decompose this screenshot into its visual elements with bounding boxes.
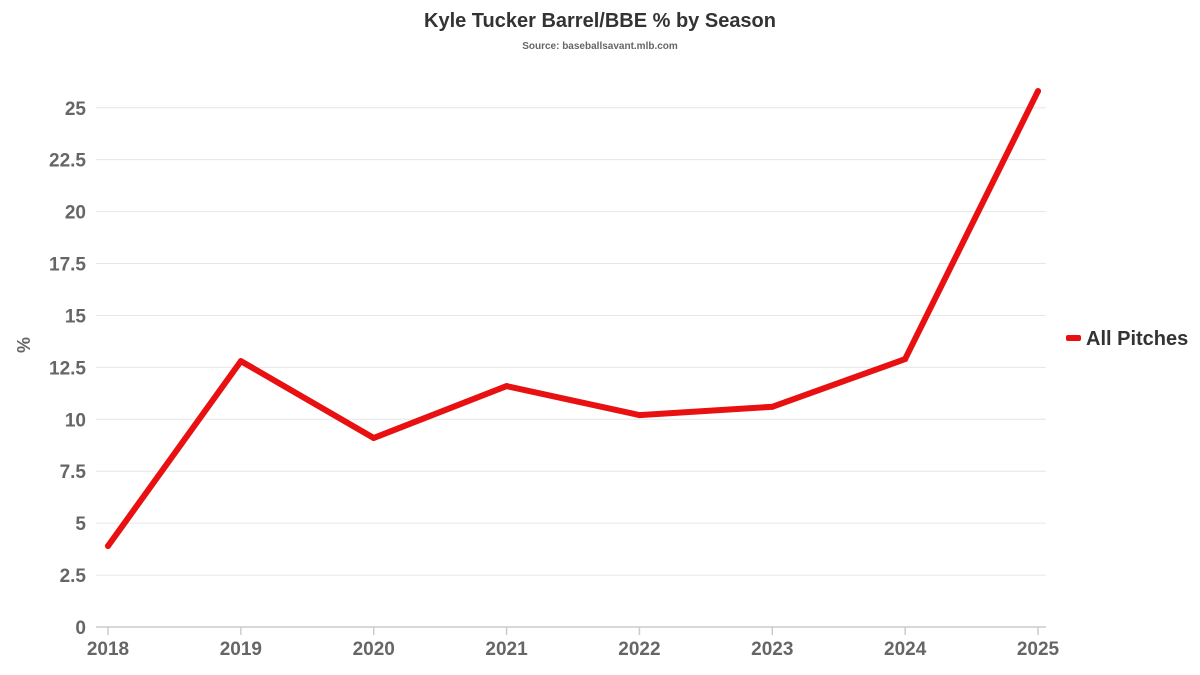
- y-axis-label: %: [14, 337, 34, 353]
- legend-label: All Pitches: [1086, 328, 1188, 350]
- y-tick-label: 15: [65, 306, 87, 327]
- data-point[interactable]: [237, 358, 244, 365]
- y-tick-label: 12.5: [49, 358, 86, 379]
- y-tick-label: 25: [65, 99, 87, 120]
- legend-swatch: [1066, 335, 1081, 341]
- x-tick-label: 2023: [751, 639, 793, 660]
- data-point[interactable]: [503, 383, 510, 390]
- data-point[interactable]: [636, 412, 643, 419]
- y-tick-label: 5: [75, 514, 86, 535]
- chart-subtitle: Source: baseballsavant.mlb.com: [522, 41, 678, 52]
- series-line[interactable]: [105, 88, 1041, 549]
- y-tick-label: 22.5: [49, 151, 86, 172]
- series-layer: [105, 88, 1041, 549]
- data-point[interactable]: [370, 434, 377, 441]
- x-tick-label: 2018: [87, 639, 129, 660]
- y-tick-label: 10: [65, 410, 86, 431]
- y-tick-label: 20: [65, 203, 86, 224]
- x-tick-label: 2019: [220, 639, 262, 660]
- y-tick-label: 0: [75, 618, 86, 639]
- y-tick-label: 17.5: [49, 255, 86, 276]
- legend[interactable]: All Pitches: [1066, 328, 1188, 350]
- x-axis-ticks: 2018 2019 2020 2021 2022 2023 2024 2025: [87, 627, 1060, 660]
- data-point[interactable]: [105, 542, 111, 549]
- x-tick-label: 2025: [1017, 639, 1060, 660]
- x-tick-label: 2020: [353, 639, 395, 660]
- chart-title: Kyle Tucker Barrel/BBE % by Season: [424, 10, 776, 32]
- y-tick-label: 7.5: [60, 462, 87, 483]
- data-point[interactable]: [769, 403, 776, 410]
- x-tick-label: 2021: [485, 639, 528, 660]
- x-tick-label: 2024: [884, 639, 927, 660]
- x-tick-label: 2022: [618, 639, 660, 660]
- data-point[interactable]: [1035, 88, 1041, 95]
- y-axis-ticks: 0 2.5 5 7.5 10 12.5 15 17.5 20 22.5 25: [49, 99, 86, 639]
- data-point[interactable]: [902, 356, 909, 363]
- y-tick-label: 2.5: [60, 566, 87, 587]
